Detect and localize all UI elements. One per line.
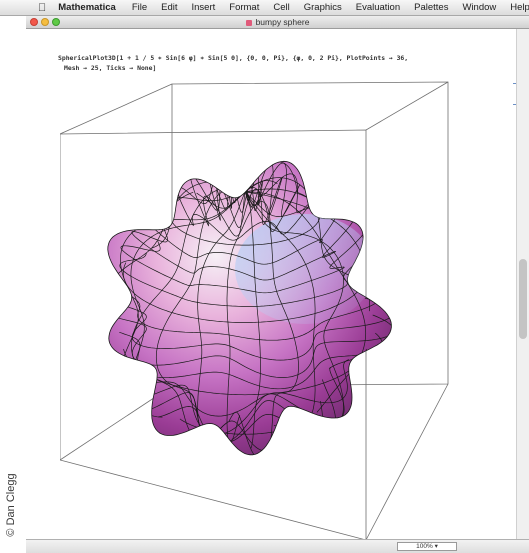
zoom-dropdown[interactable]: 100% ▾ xyxy=(397,542,457,551)
mesh-line xyxy=(119,331,383,390)
menu-mathematica[interactable]: Mathematica xyxy=(50,1,116,13)
window-title-bar[interactable]: bumpy sphere xyxy=(26,16,529,29)
menu-window[interactable]: Window xyxy=(454,1,496,13)
menu-help[interactable]: Help xyxy=(502,1,529,13)
window-title-text: bumpy sphere xyxy=(255,17,310,27)
mesh-line xyxy=(120,217,370,294)
spherical-plot-3d[interactable] xyxy=(60,72,500,542)
menu-palettes[interactable]: Palettes xyxy=(405,1,448,13)
document-icon xyxy=(245,19,252,26)
mesh-line xyxy=(131,187,246,432)
surface-highlight xyxy=(235,214,375,324)
menu-cell[interactable]: Cell xyxy=(265,1,289,13)
menu-evaluation[interactable]: Evaluation xyxy=(347,1,400,13)
mesh-line xyxy=(228,411,259,455)
status-bar: 100% ▾ xyxy=(26,539,529,553)
mesh-line xyxy=(244,191,367,413)
mesh-line xyxy=(155,187,246,448)
zoom-window-button[interactable] xyxy=(52,18,60,26)
menu-edit[interactable]: Edit xyxy=(152,1,177,13)
input-line-2: Mesh → 25, Ticks → None] xyxy=(64,64,157,72)
minimize-window-button[interactable] xyxy=(41,18,49,26)
box-edge xyxy=(60,83,173,135)
menu-file[interactable]: File xyxy=(123,1,147,13)
photo-credit: © Dan Clegg xyxy=(3,459,19,551)
window-title: bumpy sphere xyxy=(26,16,529,29)
close-window-button[interactable] xyxy=(30,18,38,26)
input-cell[interactable]: SphericalPlot3D[1 + 1 / 5 ∗ Sin[6 φ] ∗ S… xyxy=(58,53,478,73)
mesh-line xyxy=(314,204,320,208)
mesh-line xyxy=(119,239,371,307)
box-edge xyxy=(365,81,449,131)
mesh-line xyxy=(120,191,246,380)
mesh-line xyxy=(244,191,260,208)
mesh-line xyxy=(120,367,345,435)
zoom-value: 100% xyxy=(416,543,433,550)
vertical-scrollbar[interactable] xyxy=(516,29,529,539)
bumpy-sphere-surface xyxy=(107,160,392,456)
apple-menu-icon[interactable]:  xyxy=(38,0,46,16)
mesh-line xyxy=(244,187,299,455)
mesh-line xyxy=(108,277,383,341)
photo-credit-text: © Dan Clegg xyxy=(5,473,17,537)
mesh-line xyxy=(109,314,392,378)
mesh-line xyxy=(131,204,359,281)
input-line-1: SphericalPlot3D[1 + 1 / 5 ∗ Sin[6 φ] ∗ S… xyxy=(58,54,409,62)
menu-format[interactable]: Format xyxy=(221,1,259,13)
menu-insert[interactable]: Insert xyxy=(183,1,216,13)
scrollbar-thumb[interactable] xyxy=(519,259,527,339)
mesh-line xyxy=(245,191,261,449)
menu-bar:  Mathematica File Edit Insert Format Ce… xyxy=(0,0,529,16)
box-edge xyxy=(365,383,449,541)
mesh-line xyxy=(119,359,350,417)
mesh-line xyxy=(229,161,246,193)
menu-graphics[interactable]: Graphics xyxy=(295,1,342,13)
